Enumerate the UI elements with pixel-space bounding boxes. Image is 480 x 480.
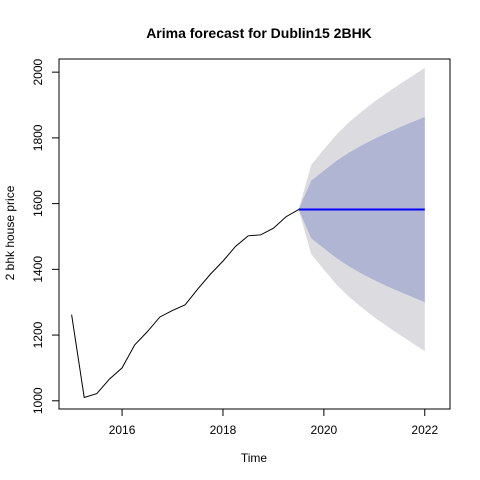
series-lines (71, 208, 425, 399)
x-tick-label: 2022 (411, 423, 438, 437)
x-axis: 2016 2018 2020 2022 (109, 408, 438, 437)
x-axis-label: Time (241, 451, 268, 465)
observed-series-line (71, 209, 299, 399)
x-tick-label: 2016 (109, 423, 136, 437)
x-tick-label: 2020 (311, 423, 338, 437)
y-tick-label: 1600 (31, 190, 45, 217)
x-tick-label: 2018 (210, 423, 237, 437)
y-axis-label: 2 bhk house price (3, 185, 17, 280)
y-axis: 1000 1200 1400 1600 1800 2000 (31, 58, 60, 414)
chart-title: Arima forecast for Dublin15 2BHK (146, 25, 372, 41)
y-tick-label: 2000 (31, 58, 45, 85)
y-tick-label: 1200 (31, 321, 45, 348)
y-tick-label: 1000 (31, 387, 45, 414)
y-tick-label: 1400 (31, 256, 45, 283)
y-tick-label: 1800 (31, 124, 45, 151)
